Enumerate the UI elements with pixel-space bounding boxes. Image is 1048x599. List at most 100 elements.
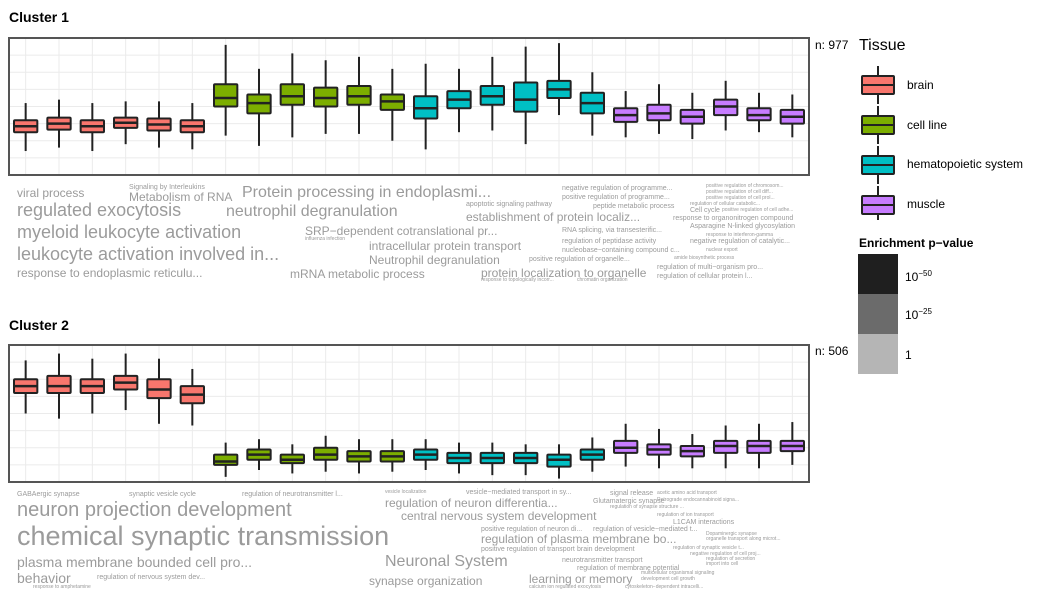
- cluster-2-wordcloud: GABAergic synapse synaptic vesicle cycle r…: [0, 487, 805, 597]
- wordcloud-term: positive regulation of transport: [481, 546, 575, 553]
- box-cell-line: [279, 83, 305, 106]
- wordcloud-term: Retrograde endocannabinoid signa...: [657, 497, 740, 503]
- wordcloud-term: intracellular protein transport: [369, 239, 522, 253]
- legend-item-brain: brain: [907, 78, 934, 92]
- wordcloud-term: Protein processing in endoplasmi...: [242, 184, 492, 201]
- wordcloud-term: response to interferon-gamma: [706, 232, 773, 238]
- wordcloud-term: viral process: [17, 186, 85, 200]
- wordcloud-term: regulation of multi−organism pro...: [657, 264, 764, 271]
- wordcloud-term: behavior: [17, 570, 71, 586]
- wordcloud-term: positive regulation of cell diff...: [706, 189, 773, 195]
- legend-tissue-title: Tissue: [859, 37, 906, 54]
- wordcloud-term: regulation of cellular protein l...: [657, 273, 753, 280]
- wordcloud-term: vesicle localization: [385, 489, 427, 495]
- cluster-2-title: Cluster 2: [9, 317, 69, 333]
- pvalue-swatch-1: [858, 254, 898, 294]
- wordcloud-term: positive regulation of chromosom...: [706, 183, 784, 189]
- wordcloud-term: nucleobase−containing compound c...: [562, 247, 680, 254]
- wordcloud-term: positive regulation of cell prol...: [706, 195, 775, 201]
- wordcloud-term: response to endoplasmic reticulu...: [17, 266, 203, 280]
- wordcloud-term: regulation of neuron differentia...: [385, 496, 558, 510]
- wordcloud-term: regulation of ion transport: [657, 512, 714, 518]
- wordcloud-term: neuron projection development: [17, 499, 292, 521]
- legend-item-hematopoietic-system: hematopoietic system: [907, 157, 1024, 171]
- wordcloud-term: chemical synaptic transmission: [17, 521, 390, 551]
- wordcloud-term: multicellular organismal signaling: [641, 570, 715, 576]
- pvalue-label-1-base: 10: [905, 270, 919, 284]
- wordcloud-term: Signaling by Interleukins: [129, 184, 205, 191]
- wordcloud-term: regulation of synapse structure ...: [610, 504, 684, 510]
- pvalue-swatch-3: [858, 334, 898, 374]
- legend-pvalue-title: Enrichment p−value: [859, 236, 974, 250]
- pvalue-label-1-exp: −50: [918, 269, 932, 278]
- box-hematopoietic-system: [513, 81, 539, 113]
- cluster-2-boxplot: [8, 344, 810, 483]
- wordcloud-term: Cell cycle: [690, 207, 720, 214]
- wordcloud-term: mRNA metabolic process: [290, 267, 425, 281]
- pvalue-label-1: 10−50: [905, 269, 932, 284]
- wordcloud-term: neutrophil degranulation: [226, 203, 398, 220]
- wordcloud-term: calcium ion regulated exocytosis: [529, 584, 601, 590]
- wordcloud-term: influenza infection: [305, 236, 346, 242]
- wordcloud-term: negative regulation of programme...: [562, 185, 673, 192]
- wordcloud-term: positive regulation of cell adhe...: [722, 207, 794, 213]
- cluster-2-n-label: n: 506: [815, 344, 849, 358]
- wordcloud-term: response to amphetamine: [33, 584, 91, 590]
- wordcloud-term: regulation of nervous system dev...: [97, 574, 206, 581]
- wordcloud-term: central nervous system development: [401, 509, 597, 523]
- wordcloud-term: Metabolism of RNA: [129, 190, 233, 204]
- pvalue-label-2: 10−25: [905, 307, 932, 322]
- wordcloud-term: L1CAM interactions: [673, 519, 735, 526]
- wordcloud-term: establishment of protein localiz...: [466, 210, 641, 224]
- cluster-1-n-label: n: 977: [815, 38, 849, 52]
- wordcloud-term: myeloid leukocyte activation: [17, 222, 242, 242]
- wordcloud-term: leukocyte activation involved in...: [17, 244, 280, 264]
- wordcloud-term: SRP−dependent cotranslational pr...: [305, 224, 498, 238]
- wordcloud-term: vesicle−mediated transport in sy...: [466, 489, 572, 496]
- wordcloud-term: organelle transport along microt...: [706, 536, 781, 542]
- wordcloud-term: nuclear export: [706, 247, 738, 253]
- wordcloud-term: response to topologically incorr...: [481, 277, 554, 283]
- legend: Tissue brain cell line hematopoietic sys…: [858, 35, 1048, 395]
- wordcloud-term: amide biosynthetic process: [674, 255, 735, 261]
- pvalue-label-3: 1: [905, 347, 912, 362]
- wordcloud-term: regulation of neurotransmitter l...: [242, 491, 343, 498]
- wordcloud-term: Glutamatergic synapse: [593, 498, 665, 505]
- wordcloud-term: regulation of peptidase activity: [562, 238, 657, 245]
- wordcloud-term: Dopaminergic synapse: [706, 531, 757, 537]
- legend-tissue-keys: [861, 66, 895, 220]
- legend-item-muscle: muscle: [907, 197, 946, 211]
- wordcloud-term: regulation of membrane potential: [577, 565, 680, 572]
- cluster-1-boxplot: [8, 37, 810, 176]
- pvalue-label-3-base: 1: [905, 348, 912, 362]
- wordcloud-term: acetic amino acid transport: [657, 490, 717, 496]
- wordcloud-term: synaptic vesicle cycle: [129, 491, 196, 498]
- pvalue-swatch-2: [858, 294, 898, 334]
- wordcloud-term: positive regulation of neuron di...: [481, 526, 583, 533]
- wordcloud-term: RNA splicing, via transesterific...: [562, 227, 662, 234]
- wordcloud-term: signal release: [610, 490, 654, 497]
- wordcloud-term: positive regulation of programme...: [562, 194, 670, 201]
- wordcloud-term: Neutrophil degranulation: [369, 253, 500, 267]
- wordcloud-term: protein localization to organelle: [481, 266, 647, 280]
- wordcloud-term: development cell growth: [641, 576, 695, 582]
- wordcloud-term: Asparagine N-linked glycosylation: [690, 223, 796, 230]
- wordcloud-term: chromatin organization: [577, 277, 628, 283]
- wordcloud-term: apoptotic signaling pathway: [466, 201, 553, 208]
- wordcloud-term: cytoskeleton−dependent intracelli...: [625, 584, 704, 590]
- wordcloud-term: regulation of vesicle−mediated t...: [593, 526, 698, 533]
- wordcloud-term: response to organonitrogen compound: [673, 215, 794, 222]
- wordcloud-term: plasma membrane bounded cell pro...: [17, 554, 253, 570]
- wordcloud-term: neurotransmitter transport: [562, 557, 643, 564]
- cluster-1-wordcloud: viral process Signaling by Interleukins Me…: [0, 181, 805, 291]
- cluster-1-title: Cluster 1: [9, 9, 69, 25]
- wordcloud-term: learning or memory: [529, 572, 633, 586]
- box-cell-line: [213, 453, 239, 466]
- legend-item-cell-line: cell line: [907, 118, 948, 132]
- plot-border: [8, 37, 810, 176]
- pvalue-label-2-exp: −25: [918, 307, 932, 316]
- wordcloud-term: import into cell: [706, 561, 739, 567]
- wordcloud-term: regulation of secretion: [706, 556, 756, 562]
- wordcloud-term: GABAergic synapse: [17, 491, 80, 498]
- box-cell-line: [213, 83, 239, 108]
